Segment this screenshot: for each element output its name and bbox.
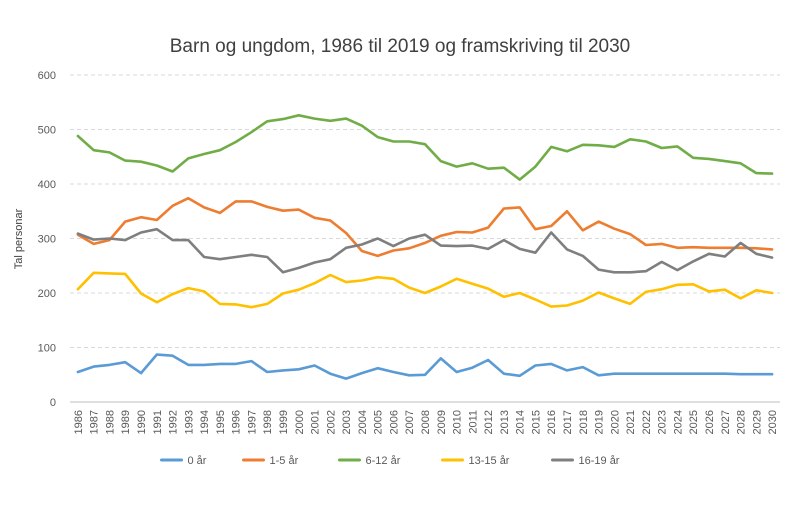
legend-item: 13-15 år (441, 455, 510, 467)
legend-item: 1-5 år (242, 455, 299, 467)
x-tick-label: 2008 (420, 410, 432, 434)
x-tick-label: 2012 (483, 410, 495, 434)
legend-label: 6-12 år (366, 455, 401, 467)
legend-item: 6-12 år (338, 455, 401, 467)
series-lines (76, 114, 774, 380)
x-tick-label: 2023 (657, 410, 669, 434)
x-tick-label: 2018 (578, 410, 590, 434)
y-tick-label: 600 (38, 70, 56, 82)
x-tick-label: 2026 (704, 410, 716, 434)
y-tick-label: 400 (38, 179, 56, 191)
x-tick-label: 2003 (341, 410, 353, 434)
y-tick-label: 500 (38, 125, 56, 137)
x-tick-label: 2009 (436, 410, 448, 434)
gridlines (70, 74, 780, 403)
x-tick-label: 1996 (231, 410, 243, 434)
x-tick-labels: 1986 1987 1988 1989 1990 1991 1992 1993 1994 1995… (73, 410, 779, 434)
x-tick-label: 2014 (515, 410, 527, 434)
chart-title: Barn og ungdom, 1986 til 2019 og framskr… (170, 36, 631, 57)
x-tick-label: 2017 (562, 410, 574, 434)
legend-item: 16-19 år (551, 455, 620, 467)
x-tick-label: 1990 (136, 410, 148, 434)
x-tick-label: 1987 (89, 410, 101, 434)
x-tick-label: 2022 (641, 410, 653, 434)
series-line-1-5-år (76, 196, 774, 258)
x-tick-label: 2016 (546, 410, 558, 434)
y-tick-labels: 0 100 200 300 400 500 600 (38, 70, 56, 409)
x-tick-label: 2030 (767, 410, 779, 434)
x-tick-label: 2006 (388, 410, 400, 434)
x-tick-label: 1999 (278, 410, 290, 434)
x-tick-label: 2020 (609, 410, 621, 434)
x-tick-label: 2005 (373, 410, 385, 434)
legend-label: 16-19 år (579, 455, 620, 467)
series-line-6-12-år (76, 114, 774, 181)
x-tick-label: 2025 (688, 410, 700, 434)
legend-label: 13-15 år (469, 455, 510, 467)
series-line-0-år (76, 353, 774, 380)
x-tick-label: 1993 (183, 410, 195, 434)
x-tick-label: 1998 (262, 410, 274, 434)
x-tick-label: 2007 (404, 410, 416, 434)
series-line-13-15-år (76, 271, 774, 309)
y-axis-label: Tal personar (13, 208, 25, 269)
y-tick-label: 300 (38, 234, 56, 246)
x-tick-label: 1992 (168, 410, 180, 434)
legend-label: 0 år (188, 455, 207, 467)
x-tick-label: 2024 (672, 410, 684, 434)
y-tick-label: 0 (50, 397, 56, 409)
x-tick-label: 2010 (452, 410, 464, 434)
x-tick-label: 2011 (467, 410, 479, 434)
y-tick-label: 200 (38, 288, 56, 300)
x-tick-label: 2004 (357, 410, 369, 434)
x-tick-label: 1997 (246, 410, 258, 434)
x-tick-label: 2027 (720, 410, 732, 434)
x-tick-label: 2015 (530, 410, 542, 434)
x-tick-label: 1988 (104, 410, 116, 434)
x-tick-label: 2002 (325, 410, 337, 434)
legend: 0 år 1-5 år 6-12 år 13-15 år 16-19 år (160, 455, 620, 467)
x-tick-label: 1994 (199, 410, 211, 434)
y-tick-label: 100 (38, 343, 56, 355)
x-tick-label: 2001 (310, 410, 322, 434)
x-tick-label: 2000 (294, 410, 306, 434)
x-tick-label: 1995 (215, 410, 227, 434)
series-line-16-19-år (76, 227, 774, 274)
legend-label: 1-5 år (270, 455, 299, 467)
x-tick-label: 1986 (73, 410, 85, 434)
legend-item: 0 år (160, 455, 207, 467)
x-tick-label: 2029 (751, 410, 763, 434)
x-tick-label: 2019 (594, 410, 606, 434)
x-tick-label: 2013 (499, 410, 511, 434)
x-tick-label: 1991 (152, 410, 164, 434)
x-tick-label: 2028 (736, 410, 748, 434)
x-tick-label: 2021 (625, 410, 637, 434)
x-tick-label: 1989 (120, 410, 132, 434)
